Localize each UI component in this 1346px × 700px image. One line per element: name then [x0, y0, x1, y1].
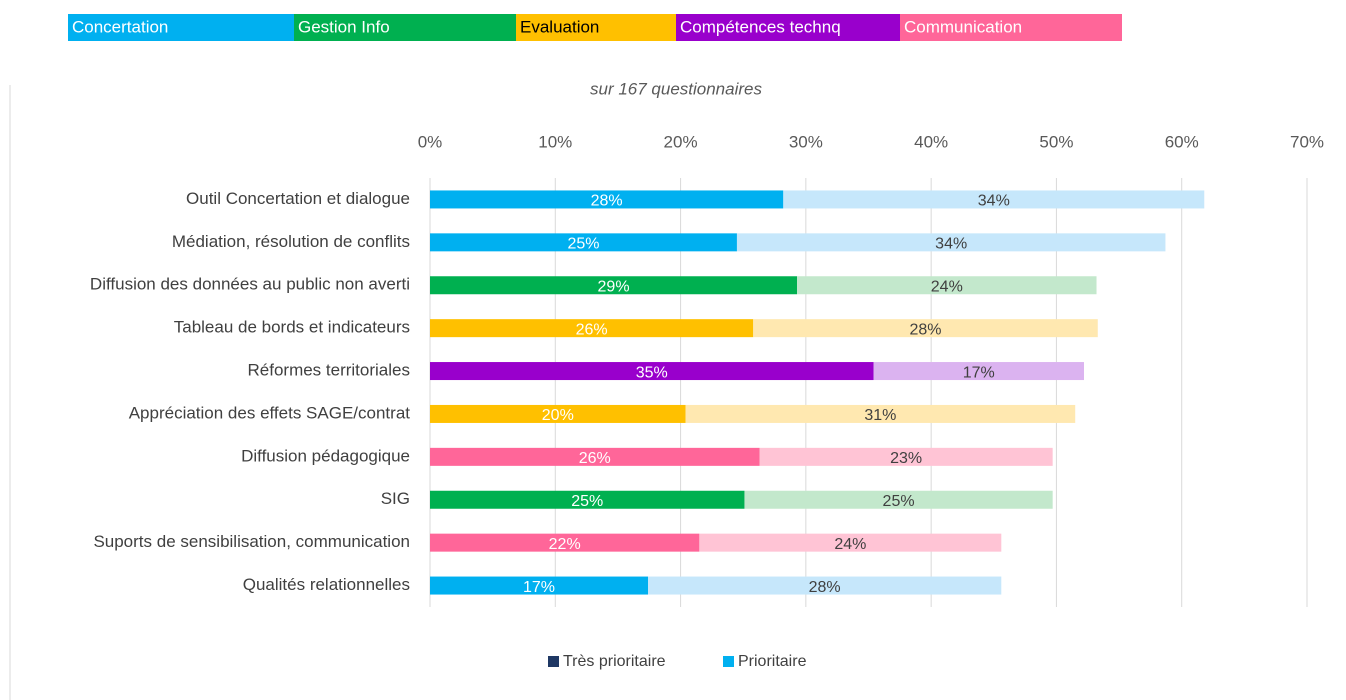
value-label: 24%: [931, 278, 963, 295]
legend-swatch: [548, 656, 559, 667]
x-tick-label: 10%: [538, 132, 572, 151]
bar: [699, 533, 1002, 552]
value-label: 34%: [978, 193, 1010, 210]
value-label: 17%: [963, 364, 995, 381]
group-label: Evaluation: [520, 17, 599, 36]
group-swatch: [676, 14, 900, 41]
bar: [759, 447, 1053, 466]
x-tick-label: 50%: [1039, 132, 1073, 151]
value-label: 23%: [890, 450, 922, 467]
bar: [430, 233, 737, 252]
y-tick-label: Réformes territoriales: [248, 361, 411, 380]
group-swatch: [68, 14, 294, 41]
value-label: 24%: [834, 536, 866, 553]
legend-swatch: [723, 656, 734, 667]
group-label: Concertation: [72, 17, 168, 36]
value-label: 34%: [935, 236, 967, 253]
value-label: 22%: [549, 536, 581, 553]
value-label: 31%: [864, 407, 896, 424]
group-swatch: [294, 14, 516, 41]
y-tick-label: Qualités relationnelles: [243, 575, 410, 594]
bar: [430, 576, 648, 595]
bar: [430, 533, 700, 552]
bar: [744, 490, 1053, 509]
bar: [430, 362, 874, 381]
y-tick-label: SIG: [381, 489, 410, 508]
x-tick-label: 70%: [1290, 132, 1324, 151]
value-label: 28%: [909, 321, 941, 338]
group-label: Gestion Info: [298, 17, 390, 36]
y-tick-label: Appréciation des effets SAGE/contrat: [129, 403, 411, 422]
value-label: 25%: [567, 236, 599, 253]
bar: [430, 319, 754, 338]
bar: [430, 190, 784, 209]
value-label: 20%: [542, 407, 574, 424]
bar: [430, 276, 798, 295]
value-label: 29%: [598, 278, 630, 295]
bar: [736, 233, 1166, 252]
value-label: 25%: [571, 493, 603, 510]
x-tick-label: 40%: [914, 132, 948, 151]
bar: [873, 362, 1084, 381]
group-swatch: [516, 14, 676, 41]
value-label: 35%: [636, 364, 668, 381]
bar: [797, 276, 1097, 295]
y-tick-label: Suports de sensibilisation, communicatio…: [93, 532, 410, 551]
bar: [685, 404, 1076, 423]
bar: [753, 319, 1098, 338]
bar: [783, 190, 1205, 209]
x-tick-label: 30%: [789, 132, 823, 151]
bar: [430, 447, 760, 466]
value-label: 25%: [883, 493, 915, 510]
x-tick-label: 20%: [664, 132, 698, 151]
value-label: 17%: [523, 579, 555, 596]
bar: [430, 404, 686, 423]
group-label: Communication: [904, 17, 1022, 36]
bar: [430, 490, 745, 509]
value-label: 28%: [591, 193, 623, 210]
bar: [647, 576, 1002, 595]
value-label: 28%: [809, 579, 841, 596]
y-tick-label: Diffusion des données au public non aver…: [90, 275, 410, 294]
legend-label: Prioritaire: [738, 653, 807, 670]
group-label: Compétences technq: [680, 17, 841, 36]
chart-subtitle: sur 167 questionnaires: [590, 79, 763, 98]
value-label: 26%: [579, 450, 611, 467]
x-tick-label: 0%: [418, 132, 443, 151]
y-tick-label: Diffusion pédagogique: [241, 446, 410, 465]
y-tick-label: Médiation, résolution de conflits: [172, 232, 410, 251]
y-tick-label: Tableau de bords et indicateurs: [174, 318, 410, 337]
legend-label: Très prioritaire: [563, 653, 666, 670]
y-tick-label: Outil Concertation et dialogue: [186, 189, 410, 208]
group-swatch: [900, 14, 1122, 41]
value-label: 26%: [576, 321, 608, 338]
x-tick-label: 60%: [1165, 132, 1199, 151]
